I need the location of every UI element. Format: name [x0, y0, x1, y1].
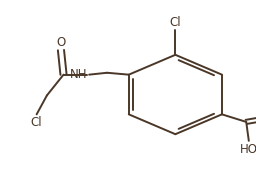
Text: HO: HO: [240, 143, 256, 156]
Text: NH: NH: [70, 68, 88, 81]
Text: Cl: Cl: [31, 116, 42, 129]
Text: O: O: [56, 36, 66, 49]
Text: Cl: Cl: [169, 16, 181, 29]
